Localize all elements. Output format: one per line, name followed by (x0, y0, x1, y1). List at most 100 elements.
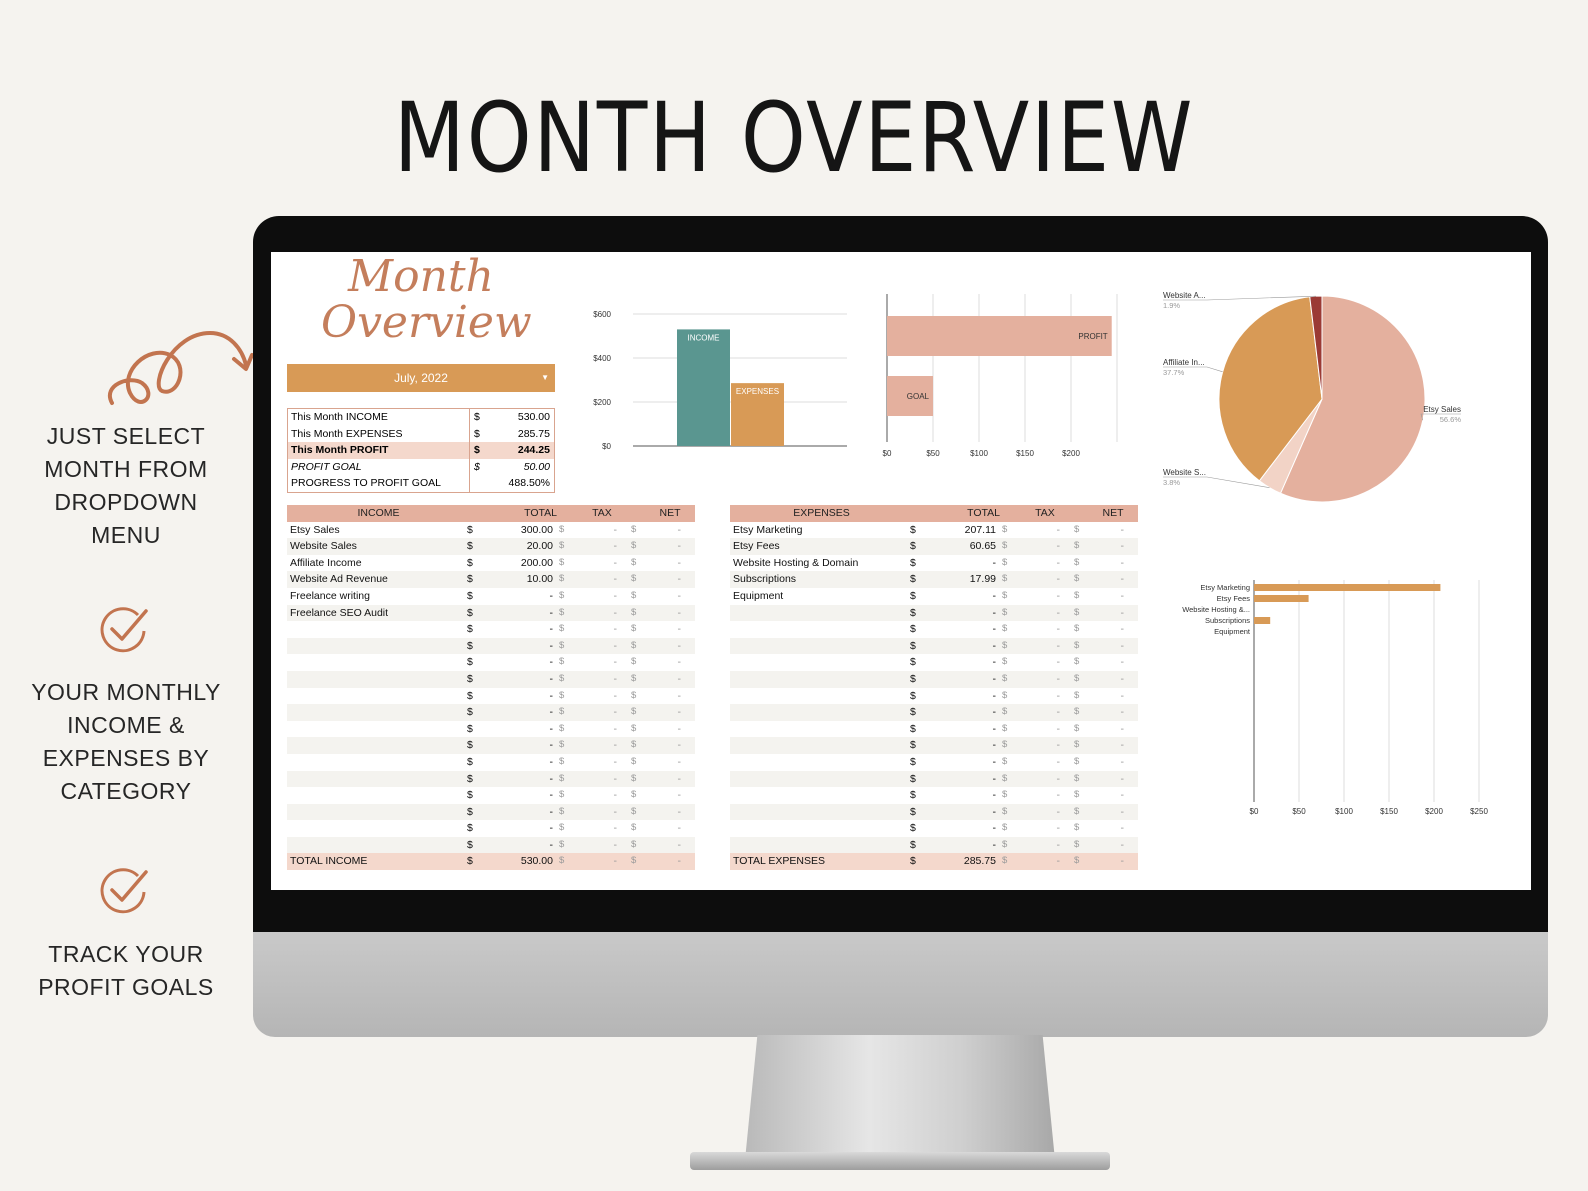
table-row[interactable]: $ - $ - $ - (730, 704, 1138, 721)
row-tax-currency: $ (1002, 838, 1008, 850)
table-row[interactable]: Etsy Marketing $207.11 $ - $ - (730, 522, 1138, 539)
row-net: - (1120, 789, 1125, 802)
table-row[interactable]: $ - $ - $ - (287, 770, 695, 788)
table-row[interactable]: $ - $ - $ - (287, 754, 695, 771)
row-category[interactable]: Website Sales (290, 540, 357, 553)
table-row[interactable]: $ - $ - $ - (287, 704, 695, 721)
row-tax: - (613, 672, 618, 685)
table-row[interactable]: $ - $ - $ - (730, 637, 1138, 655)
row-category[interactable] (287, 688, 467, 705)
table-row[interactable]: $ - $ - $ - (730, 787, 1138, 804)
row-category[interactable]: Etsy Marketing (733, 523, 803, 536)
row-total: - (549, 838, 554, 851)
row-currency: $ (467, 805, 473, 818)
row-category[interactable] (287, 654, 467, 671)
table-row[interactable]: Subscriptions $17.99 $ - $ - (730, 571, 1138, 588)
row-category[interactable] (730, 820, 910, 837)
table-row[interactable]: $ - $ - $ - (730, 754, 1138, 771)
row-category[interactable] (287, 737, 467, 754)
table-row[interactable]: $ - $ - $ - (287, 621, 695, 638)
row-category[interactable] (730, 721, 910, 738)
row-category[interactable]: Etsy Fees (733, 540, 780, 553)
table-row[interactable]: $ - $ - $ - (287, 654, 695, 671)
table-row[interactable]: $ - $ - $ - (287, 836, 695, 854)
row-category[interactable]: Website Hosting & Domain (733, 556, 859, 569)
table-row[interactable]: $ - $ - $ - (730, 654, 1138, 671)
row-category[interactable] (730, 638, 910, 655)
row-category[interactable] (287, 704, 467, 721)
row-category[interactable] (287, 671, 467, 688)
row-total: - (992, 656, 997, 669)
table-row[interactable]: $ - $ - $ - (730, 737, 1138, 754)
table-row[interactable]: $ - $ - $ - (287, 637, 695, 655)
table-row[interactable]: $ - $ - $ - (730, 688, 1138, 705)
table-row[interactable]: Website Hosting & Domain $ - $ - $ - (730, 555, 1138, 572)
row-category[interactable] (730, 754, 910, 771)
table-row[interactable]: $ - $ - $ - (730, 670, 1138, 688)
row-category[interactable] (730, 654, 910, 671)
row-total: 200.00 (520, 556, 553, 569)
row-category[interactable] (730, 804, 910, 821)
table-row[interactable]: Affiliate Income $200.00 $ - $ - (287, 555, 695, 572)
table-row[interactable]: $ - $ - $ - (287, 737, 695, 754)
row-net-currency: $ (631, 623, 637, 635)
row-category[interactable] (287, 771, 467, 788)
row-category[interactable]: Freelance writing (290, 589, 370, 602)
table-row[interactable]: Freelance writing $ - $ - $ - (287, 588, 695, 605)
table-row[interactable]: Website Sales $20.00 $ - $ - (287, 538, 695, 555)
table-row[interactable]: $ - $ - $ - (287, 721, 695, 738)
table-row[interactable]: $ - $ - $ - (730, 836, 1138, 854)
row-category[interactable] (730, 605, 910, 622)
row-category[interactable] (287, 754, 467, 771)
row-net-currency: $ (631, 755, 637, 767)
row-category[interactable]: Freelance SEO Audit (290, 606, 389, 619)
row-category[interactable]: Affiliate Income (290, 556, 362, 569)
row-category[interactable] (730, 837, 910, 854)
row-category[interactable] (730, 737, 910, 754)
table-row[interactable]: Equipment $ - $ - $ - (730, 588, 1138, 605)
row-category[interactable] (730, 787, 910, 804)
row-category[interactable]: Equipment (733, 589, 784, 602)
row-category[interactable] (287, 787, 467, 804)
row-total: - (549, 689, 554, 702)
table-row[interactable]: $ - $ - $ - (730, 604, 1138, 622)
table-row[interactable]: $ - $ - $ - (287, 820, 695, 837)
row-currency: $ (910, 722, 916, 735)
row-currency: $ (910, 772, 916, 785)
row-net-currency: $ (631, 722, 637, 734)
hero-title: MONTH OVERVIEW (393, 82, 1195, 194)
row-net-currency: $ (1074, 789, 1080, 801)
row-category[interactable] (287, 820, 467, 837)
table-row[interactable]: Etsy Fees $60.65 $ - $ - (730, 538, 1138, 555)
row-category[interactable] (730, 704, 910, 721)
table-row[interactable]: $ - $ - $ - (287, 670, 695, 688)
header-total: TOTAL (967, 507, 1000, 519)
table-row[interactable]: $ - $ - $ - (287, 688, 695, 705)
table-row[interactable]: Freelance SEO Audit $ - $ - $ - (287, 604, 695, 622)
feature-text-income-expenses: YOUR MONTHLY INCOME & EXPENSES BY CATEGO… (31, 679, 221, 804)
row-category[interactable] (287, 721, 467, 738)
row-category[interactable] (287, 837, 467, 854)
table-row[interactable]: $ - $ - $ - (730, 721, 1138, 738)
table-row[interactable]: $ - $ - $ - (730, 621, 1138, 638)
table-row[interactable]: Website Ad Revenue $10.00 $ - $ - (287, 571, 695, 588)
row-category[interactable]: Website Ad Revenue (290, 573, 388, 586)
row-category[interactable] (287, 621, 467, 638)
table-row[interactable]: Etsy Sales $300.00 $ - $ - (287, 522, 695, 539)
row-category[interactable] (730, 671, 910, 688)
row-total: 300.00 (520, 523, 553, 536)
table-row[interactable]: $ - $ - $ - (287, 787, 695, 804)
row-category[interactable]: Subscriptions (733, 573, 797, 586)
table-row[interactable]: $ - $ - $ - (730, 803, 1138, 821)
table-row[interactable]: $ - $ - $ - (730, 770, 1138, 788)
row-category[interactable] (287, 804, 467, 821)
row-category[interactable]: Etsy Sales (290, 523, 340, 536)
month-selector-dropdown[interactable]: July, 2022 ▼ (287, 364, 555, 392)
row-category[interactable] (287, 638, 467, 655)
row-category[interactable] (730, 771, 910, 788)
table-row[interactable]: $ - $ - $ - (287, 803, 695, 821)
row-category[interactable] (730, 621, 910, 638)
table-row[interactable]: $ - $ - $ - (730, 820, 1138, 837)
row-tax-currency: $ (1002, 672, 1008, 684)
row-category[interactable] (730, 688, 910, 705)
